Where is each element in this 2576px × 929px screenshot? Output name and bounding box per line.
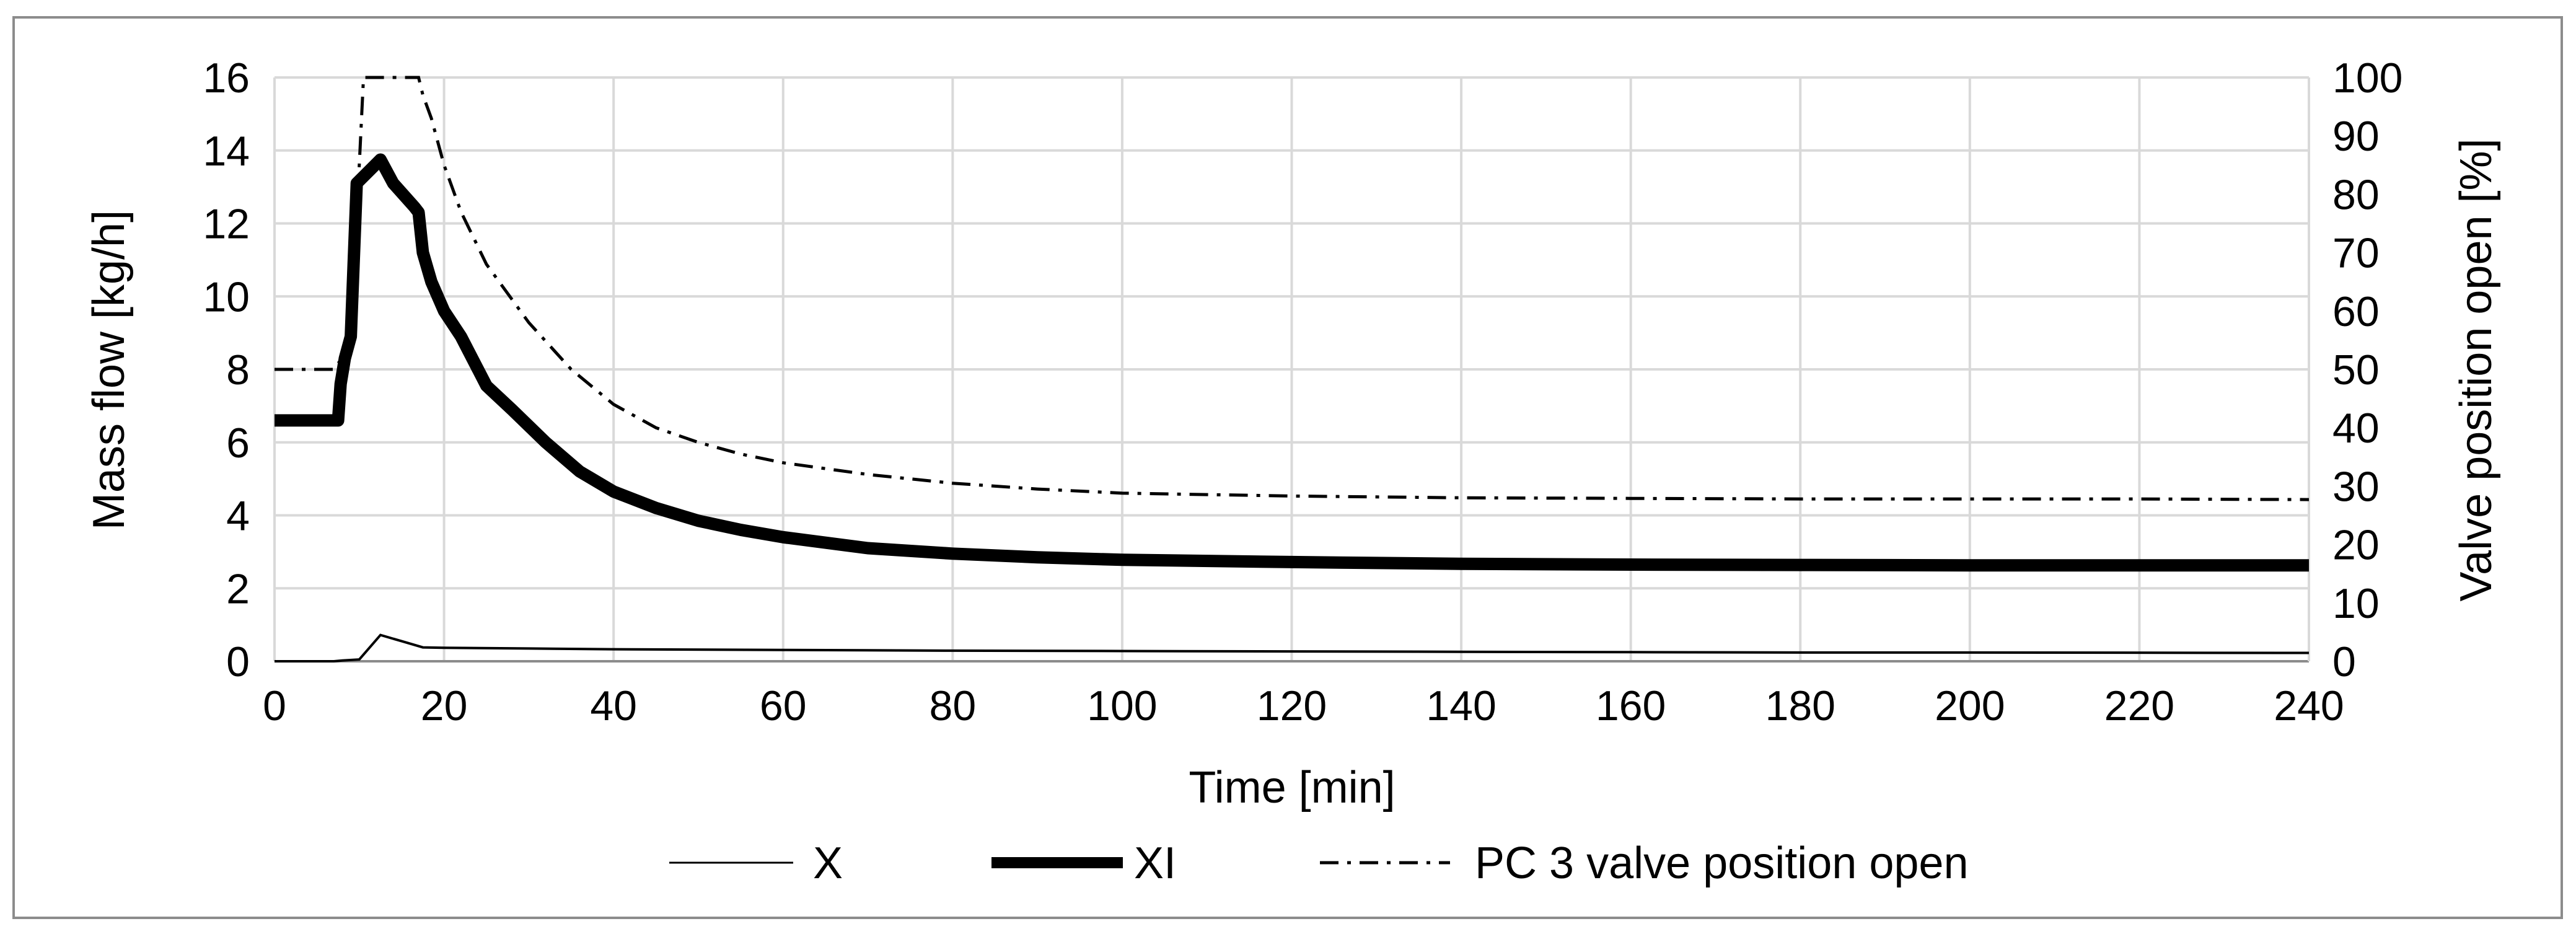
y-tick-label: 6: [226, 420, 250, 467]
y2-tick-label: 30: [2332, 463, 2380, 510]
y-tick-label: 2: [226, 565, 250, 612]
y-axis-ticks: 0 2 4 6 8 10 12 14 16: [203, 55, 250, 685]
y-tick-label: 16: [203, 55, 250, 102]
x-tick-label: 200: [1935, 682, 2005, 729]
x-tick-label: 120: [1257, 682, 1327, 729]
x-tick-label: 220: [2104, 682, 2174, 729]
y2-tick-label: 90: [2332, 113, 2380, 160]
y-tick-label: 4: [226, 493, 250, 540]
series-lines: [275, 76, 2310, 663]
y2-tick-label: 50: [2332, 346, 2380, 394]
x-tick-label: 60: [760, 682, 807, 729]
y2-tick-label: 10: [2332, 580, 2380, 627]
x-tick-label: 20: [421, 682, 468, 729]
legend-label-xi: XI: [1134, 839, 1176, 888]
x-axis-ticks: 0 20 40 60 80 100 120 140 160 180 200 220 240: [263, 682, 2344, 729]
x-tick-label: 180: [1765, 682, 1835, 729]
y-tick-label: 0: [226, 638, 250, 685]
y2-tick-label: 100: [2332, 55, 2402, 102]
x-tick-label: 140: [1426, 682, 1496, 729]
legend-label-x: X: [813, 839, 843, 888]
x-tick-label: 40: [590, 682, 637, 729]
series-line-pc-3-valve-position-open: [275, 76, 2310, 501]
y2-tick-label: 70: [2332, 230, 2380, 277]
y2-tick-label: 60: [2332, 288, 2380, 335]
y2-tick-label: 20: [2332, 522, 2380, 569]
x-tick-label: 100: [1087, 682, 1157, 729]
series-line-x: [275, 633, 2310, 663]
y-tick-label: 12: [203, 201, 250, 248]
chart-border: [12, 16, 2563, 919]
y2-axis-title: Valve position open [%]: [2451, 138, 2501, 601]
legend: X XI PC 3 valve position open: [669, 839, 1969, 888]
series-line-xi: [275, 153, 2309, 572]
y2-tick-label: 0: [2332, 638, 2356, 685]
x-tick-label: 80: [930, 682, 977, 729]
y-tick-label: 14: [203, 128, 250, 175]
x-tick-label: 160: [1596, 682, 1666, 729]
y-tick-label: 8: [226, 346, 250, 394]
y2-tick-label: 40: [2332, 405, 2380, 452]
y-tick-label: 10: [203, 273, 250, 320]
legend-label-pc3: PC 3 valve position open: [1475, 839, 1969, 888]
x-tick-label: 240: [2274, 682, 2344, 729]
y-axis-title: Mass flow [kg/h]: [84, 210, 134, 530]
x-axis-title: Time [min]: [1189, 763, 1395, 812]
x-tick-label: 0: [263, 682, 286, 729]
y2-axis-ticks: 0 10 20 30 40 50 60 70 80 90 100: [2332, 55, 2402, 685]
y2-tick-label: 80: [2332, 171, 2380, 218]
